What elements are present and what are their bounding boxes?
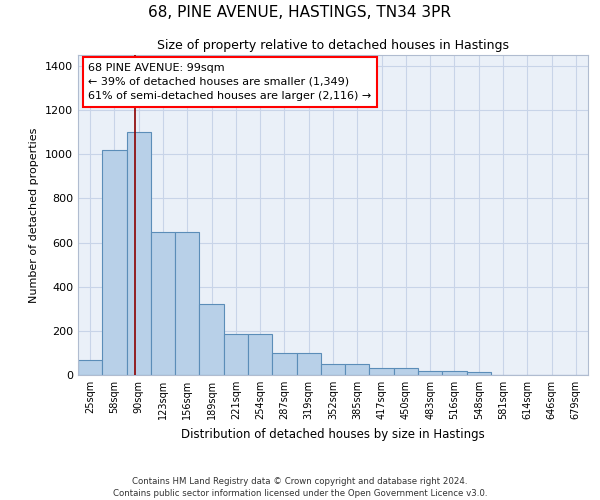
X-axis label: Distribution of detached houses by size in Hastings: Distribution of detached houses by size … [181,428,485,440]
Bar [272,353,296,375]
Bar [467,372,491,375]
Bar [78,360,102,375]
Text: Contains HM Land Registry data © Crown copyright and database right 2024.
Contai: Contains HM Land Registry data © Crown c… [113,476,487,498]
Bar [102,150,127,375]
Title: Size of property relative to detached houses in Hastings: Size of property relative to detached ho… [157,40,509,52]
Text: 68, PINE AVENUE, HASTINGS, TN34 3PR: 68, PINE AVENUE, HASTINGS, TN34 3PR [149,5,452,20]
Bar [175,232,199,375]
Bar [442,370,467,375]
Bar [345,364,370,375]
Text: 68 PINE AVENUE: 99sqm
← 39% of detached houses are smaller (1,349)
61% of semi-d: 68 PINE AVENUE: 99sqm ← 39% of detached … [88,63,371,101]
Bar [199,304,224,375]
Bar [394,368,418,375]
Bar [296,353,321,375]
Bar [151,232,175,375]
Bar [127,132,151,375]
Bar [248,334,272,375]
Bar [224,334,248,375]
Bar [418,370,442,375]
Bar [321,364,345,375]
Y-axis label: Number of detached properties: Number of detached properties [29,128,40,302]
Bar [370,368,394,375]
